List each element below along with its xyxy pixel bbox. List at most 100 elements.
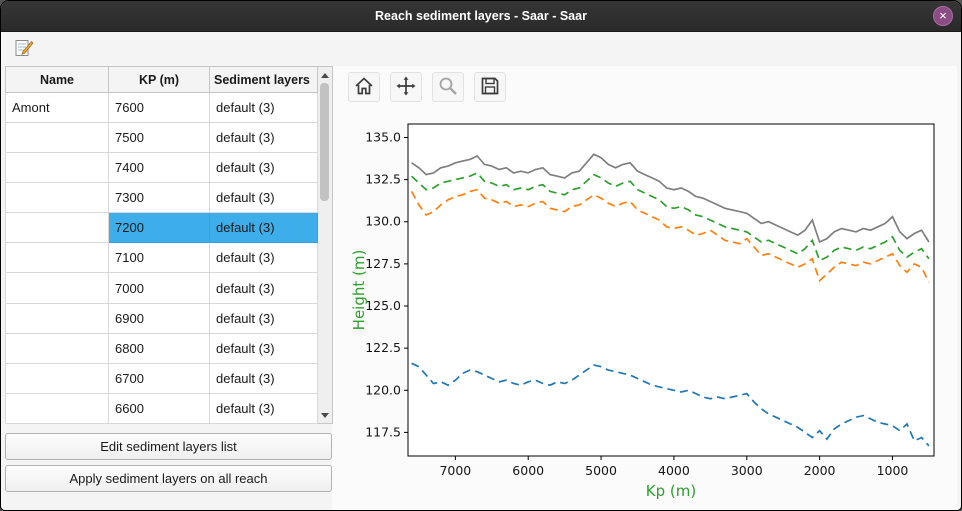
scrollbar-down-arrow[interactable] — [318, 409, 331, 421]
cell-layers[interactable]: default (3) — [209, 362, 318, 394]
cell-layers[interactable]: default (3) — [209, 272, 318, 304]
cell-layers[interactable]: default (3) — [209, 182, 318, 214]
y-tick-label: 135.0 — [365, 129, 401, 144]
cell-name[interactable]: Amont — [5, 91, 109, 124]
table-row[interactable]: 6900 default (3) — [5, 302, 318, 334]
cell-kp[interactable]: 7000 — [108, 272, 210, 304]
series-bottom-line-blue — [411, 362, 930, 447]
plot-area[interactable] — [407, 123, 935, 457]
series-top-line-gray — [411, 153, 930, 244]
table-row[interactable]: 7500 default (3) — [5, 122, 318, 154]
table-row[interactable]: 6800 default (3) — [5, 332, 318, 364]
plot-toolbar — [348, 72, 957, 102]
x-tick-label: 3000 — [731, 463, 763, 478]
cell-name[interactable] — [5, 302, 109, 334]
edit-sediment-layers-list-button[interactable]: Edit sediment layers list — [5, 433, 332, 460]
scrollbar-thumb[interactable] — [320, 83, 329, 201]
cell-name[interactable] — [5, 332, 109, 364]
pan-arrows-icon — [395, 75, 417, 100]
close-button[interactable]: × — [933, 6, 953, 26]
window-title: Reach sediment layers - Saar - Saar — [375, 9, 587, 23]
edit-document-icon — [14, 38, 34, 61]
col-header-kp[interactable]: KP (m) — [108, 66, 210, 93]
cell-layers[interactable]: default (3) — [209, 302, 318, 334]
cell-name[interactable] — [5, 272, 109, 304]
cell-name[interactable] — [5, 362, 109, 394]
cell-name[interactable] — [5, 212, 109, 244]
table-scrollbar[interactable] — [318, 66, 333, 424]
sediment-table: Name KP (m) Sediment layers Amont 7600 def… — [5, 66, 318, 425]
cell-kp[interactable]: 6900 — [108, 302, 210, 334]
table-row[interactable]: 7300 default (3) — [5, 182, 318, 214]
plot-figure: 7000 6000 5000 4000 3000 2000 1000 117.5 120.0 12… — [348, 112, 957, 510]
sediment-panel: Name KP (m) Sediment layers Amont 7600 def… — [5, 66, 333, 510]
x-axis-label: Kp (m) — [646, 482, 696, 500]
plot-save-button[interactable] — [474, 72, 506, 102]
col-header-name[interactable]: Name — [5, 66, 109, 93]
apply-sediment-layers-button[interactable]: Apply sediment layers on all reach — [5, 465, 332, 492]
chart-canvas[interactable]: 7000 6000 5000 4000 3000 2000 1000 117.5 120.0 12… — [348, 112, 944, 508]
plot-zoom-button[interactable] — [432, 72, 464, 102]
cell-kp[interactable]: 7500 — [108, 122, 210, 154]
home-icon — [353, 75, 375, 100]
up-triangle-icon — [320, 72, 329, 78]
table-row[interactable]: 7200 default (3) — [5, 212, 318, 244]
cell-name[interactable] — [5, 392, 109, 425]
table-row[interactable]: 7400 default (3) — [5, 152, 318, 184]
cell-kp[interactable]: 6800 — [108, 332, 210, 364]
cell-name[interactable] — [5, 182, 109, 214]
x-tick-label: 1000 — [877, 463, 909, 478]
cell-kp[interactable]: 7400 — [108, 152, 210, 184]
cell-layers[interactable]: default (3) — [209, 91, 318, 124]
down-triangle-icon — [320, 412, 329, 418]
edit-sediment-layers-button[interactable] — [11, 36, 37, 62]
cell-layers[interactable]: default (3) — [209, 212, 318, 244]
magnifier-icon — [437, 75, 459, 100]
plot-panel: 7000 6000 5000 4000 3000 2000 1000 117.5 120.0 12… — [332, 66, 957, 510]
cell-kp[interactable]: 7600 — [108, 91, 210, 124]
cell-layers[interactable]: default (3) — [209, 332, 318, 364]
table-row[interactable]: Amont 7600 default (3) — [5, 91, 318, 124]
cell-layers[interactable]: default (3) — [209, 122, 318, 154]
y-tick-label: 127.5 — [365, 256, 401, 271]
table-row[interactable]: 6600 default (3) — [5, 392, 318, 425]
cell-kp[interactable]: 7300 — [108, 182, 210, 214]
scrollbar-up-arrow[interactable] — [318, 69, 331, 81]
cell-kp[interactable]: 7200 — [108, 212, 210, 244]
table-row[interactable]: 7000 default (3) — [5, 272, 318, 304]
x-tick-label: 5000 — [585, 463, 617, 478]
y-tick-label: 125.0 — [365, 298, 401, 313]
plot-home-button[interactable] — [348, 72, 380, 102]
cell-layers[interactable]: default (3) — [209, 392, 318, 425]
cell-kp[interactable]: 6700 — [108, 362, 210, 394]
sediment-table-wrap: Name KP (m) Sediment layers Amont 7600 def… — [5, 66, 333, 425]
cell-name[interactable] — [5, 122, 109, 154]
plot-pan-button[interactable] — [390, 72, 422, 102]
y-tick-label: 120.0 — [365, 382, 401, 397]
col-header-sediment-layers[interactable]: Sediment layers — [209, 66, 318, 93]
cell-name[interactable] — [5, 152, 109, 184]
cell-layers[interactable]: default (3) — [209, 242, 318, 274]
close-icon: × — [939, 8, 947, 23]
main-content: Name KP (m) Sediment layers Amont 7600 def… — [1, 66, 961, 510]
cell-kp[interactable]: 6600 — [108, 392, 210, 425]
cell-kp[interactable]: 7100 — [108, 242, 210, 274]
table-row[interactable]: 6700 default (3) — [5, 362, 318, 394]
cell-name[interactable] — [5, 242, 109, 274]
x-tick-label: 4000 — [658, 463, 690, 478]
table-row[interactable]: 7100 default (3) — [5, 242, 318, 274]
y-tick-label: 117.5 — [365, 424, 401, 439]
cell-layers[interactable]: default (3) — [209, 152, 318, 184]
sediment-table-body: Amont 7600 default (3) 7500 default (3) 7400 d… — [5, 91, 318, 425]
y-tick-label: 132.5 — [365, 172, 401, 187]
titlebar[interactable]: Reach sediment layers - Saar - Saar × — [1, 1, 961, 32]
x-tick-label: 6000 — [512, 463, 544, 478]
y-tick-label: 130.0 — [365, 214, 401, 229]
y-axis-label: Height (m) — [350, 250, 368, 331]
save-floppy-icon — [479, 75, 501, 100]
y-tick-label: 122.5 — [365, 340, 401, 355]
series-layer-line-orange — [410, 188, 930, 283]
app-toolbar — [1, 32, 961, 66]
x-tick-label: 7000 — [439, 463, 471, 478]
